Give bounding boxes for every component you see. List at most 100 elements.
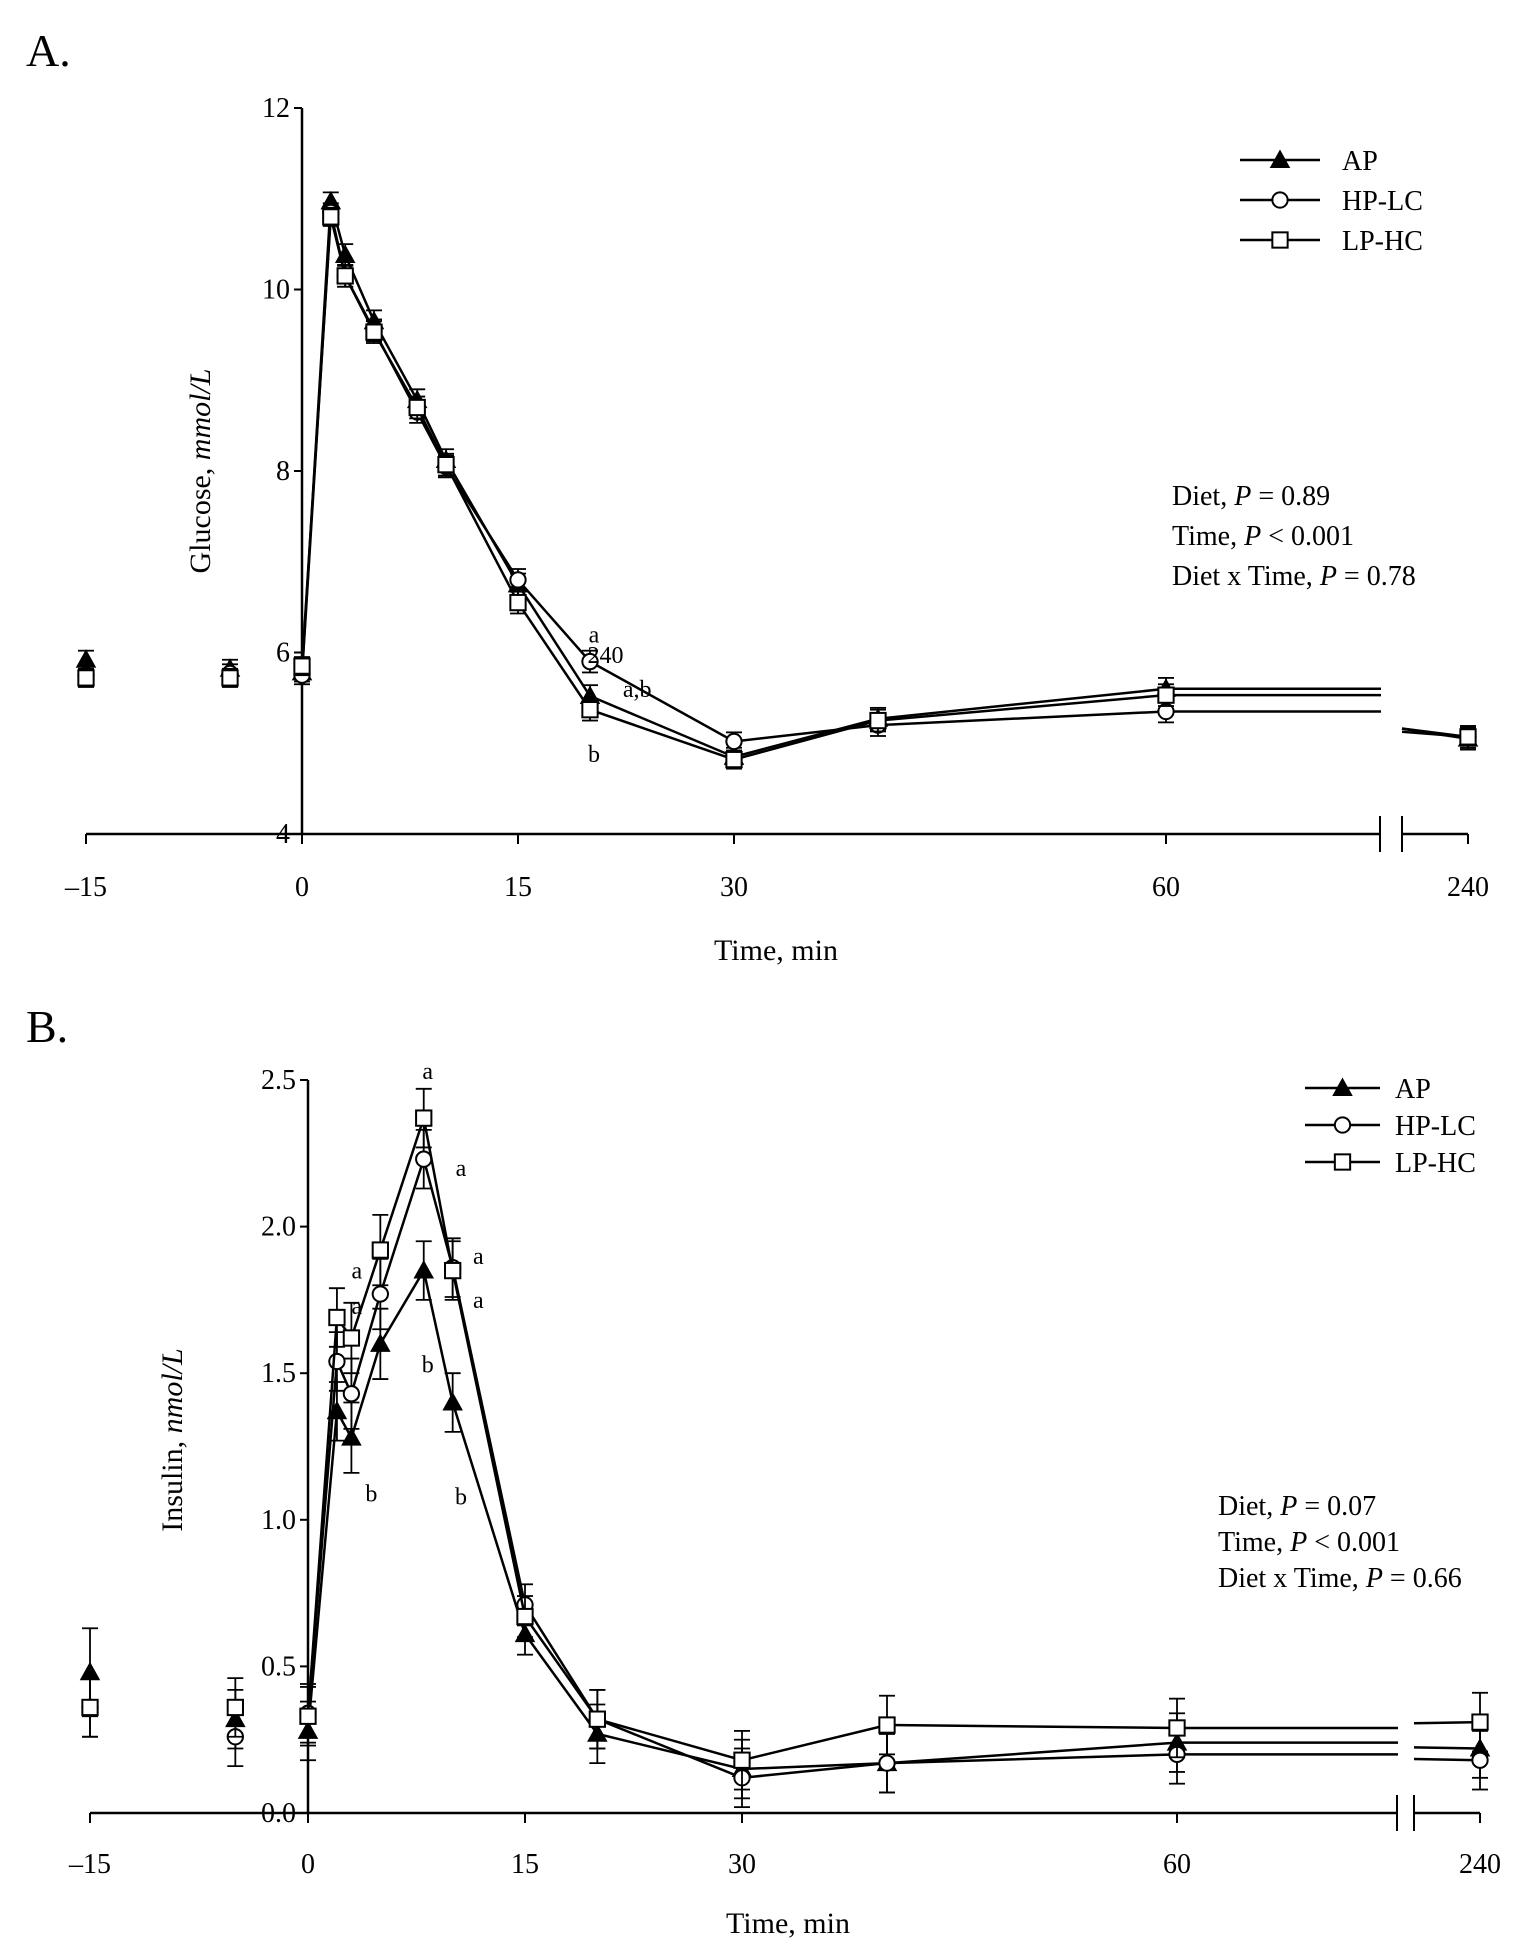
data-point: [442, 1391, 463, 1411]
data-point: [437, 455, 455, 474]
data-point: [336, 267, 354, 285]
legend-label: HP-LC: [1395, 1111, 1476, 1142]
significance-label: 240: [588, 643, 624, 669]
legend-label: AP: [1395, 1074, 1431, 1105]
significance-label: b: [588, 742, 600, 768]
legend-marker: [1332, 1077, 1353, 1096]
data-point: [221, 669, 239, 687]
legend-label: AP: [1342, 146, 1378, 177]
data-point: [733, 1751, 751, 1769]
x-tick-label: 60: [1163, 1849, 1191, 1880]
data-point: [725, 750, 743, 769]
data-point: [413, 1260, 435, 1279]
series-line: [300, 201, 1381, 759]
x-tick-label: 0: [301, 1849, 315, 1880]
data-point: [1471, 1713, 1489, 1731]
data-point: [371, 1241, 389, 1259]
stats-prefix: Diet,: [1218, 1491, 1280, 1522]
data-point: [581, 701, 599, 719]
y-tick-label: 8: [276, 456, 290, 487]
legend-label: HP-LC: [1342, 186, 1423, 217]
data-point: [725, 732, 743, 751]
series-lp-hc: [77, 206, 1477, 770]
data-point: [328, 1308, 346, 1327]
x-tick-label: 15: [511, 1849, 539, 1880]
stats-prefix: Time,: [1218, 1527, 1290, 1558]
stats-line: Time, P < 0.001: [1172, 521, 1354, 552]
y-tick-label: 2.5: [261, 1065, 296, 1096]
data-point: [415, 1150, 433, 1168]
y-axis-title: Insulin, nmol/L: [156, 1348, 189, 1531]
legend-marker: [1269, 149, 1291, 168]
x-tick-label: 240: [1447, 872, 1489, 903]
data-point: [226, 1698, 244, 1717]
y-tick-label: 1.0: [261, 1505, 296, 1536]
significance-label: b: [365, 1481, 377, 1507]
data-point: [299, 1707, 317, 1725]
series-line-240: [1413, 1757, 1481, 1762]
data-point: [581, 652, 599, 671]
stats-line: Time, P < 0.001: [1218, 1527, 1400, 1558]
series-line-240: [1401, 727, 1469, 739]
data-point: [1157, 686, 1175, 704]
legend-marker: [1271, 191, 1289, 209]
data-point: [588, 1710, 606, 1728]
legend-marker: [1271, 231, 1289, 249]
legend: AP HP-LC LP-HC: [1240, 146, 1423, 257]
data-point: [415, 1109, 433, 1127]
x-tick-label: 30: [728, 1849, 756, 1880]
data-point: [342, 1385, 361, 1403]
x-tick-label: –15: [68, 1849, 111, 1880]
significance-label: a: [352, 1259, 363, 1285]
panel-label: B.: [26, 1001, 68, 1052]
y-axis-title-unit: mmol/L: [184, 369, 217, 461]
data-point: [878, 1716, 896, 1734]
data-point: [869, 711, 887, 730]
series-line: [300, 212, 1381, 743]
x-tick-label: –15: [64, 872, 107, 903]
legend-marker: [1333, 1153, 1352, 1171]
x-tick-label: 240: [1459, 1849, 1501, 1880]
stats-value: = 0.07: [1297, 1491, 1376, 1522]
significance-label: a: [352, 1294, 363, 1320]
y-tick-label: 0.5: [261, 1651, 296, 1682]
y-tick-label: 2.0: [261, 1212, 296, 1243]
series-line-240: [1413, 1720, 1481, 1725]
data-point: [328, 1352, 346, 1371]
panel-label: A.: [26, 25, 71, 76]
legend: AP HP-LC LP-HC: [1305, 1074, 1476, 1179]
significance-label: a: [589, 622, 600, 648]
stats-prefix: Diet,: [1172, 481, 1234, 512]
legend-marker: [1333, 1116, 1352, 1134]
y-axis-title-main: Glucose,: [184, 460, 217, 573]
stats-p: P: [1233, 481, 1251, 512]
stats-value: < 0.001: [1261, 521, 1354, 552]
y-axis-title: Glucose, mmol/L: [184, 369, 217, 574]
significance-label: a: [473, 1288, 484, 1314]
stats-line: Diet, P = 0.89: [1172, 481, 1330, 512]
significance-label: a,b: [623, 677, 652, 703]
x-tick-label: 30: [720, 872, 748, 903]
stats-p: P: [1365, 1563, 1383, 1594]
data-point: [1459, 728, 1477, 746]
stats-value: < 0.001: [1307, 1527, 1400, 1558]
stats-p: P: [1319, 561, 1337, 592]
y-tick-label: 12: [262, 93, 290, 124]
stats-value: = 0.78: [1337, 561, 1416, 592]
stats-prefix: Time,: [1172, 521, 1244, 552]
data-point: [371, 1285, 389, 1303]
data-point: [322, 208, 340, 226]
significance-label: b: [422, 1352, 434, 1378]
x-axis-title: Time, min: [726, 1907, 850, 1940]
data-point: [77, 669, 95, 687]
data-point: [509, 571, 527, 589]
significance-label: b: [455, 1484, 467, 1510]
x-axis-title: Time, min: [714, 934, 838, 967]
data-point: [444, 1261, 462, 1280]
x-tick-label: 0: [295, 872, 309, 903]
series-lp-hc: [81, 1087, 1489, 1791]
series-line: [300, 216, 1381, 761]
data-point: [81, 1698, 99, 1717]
